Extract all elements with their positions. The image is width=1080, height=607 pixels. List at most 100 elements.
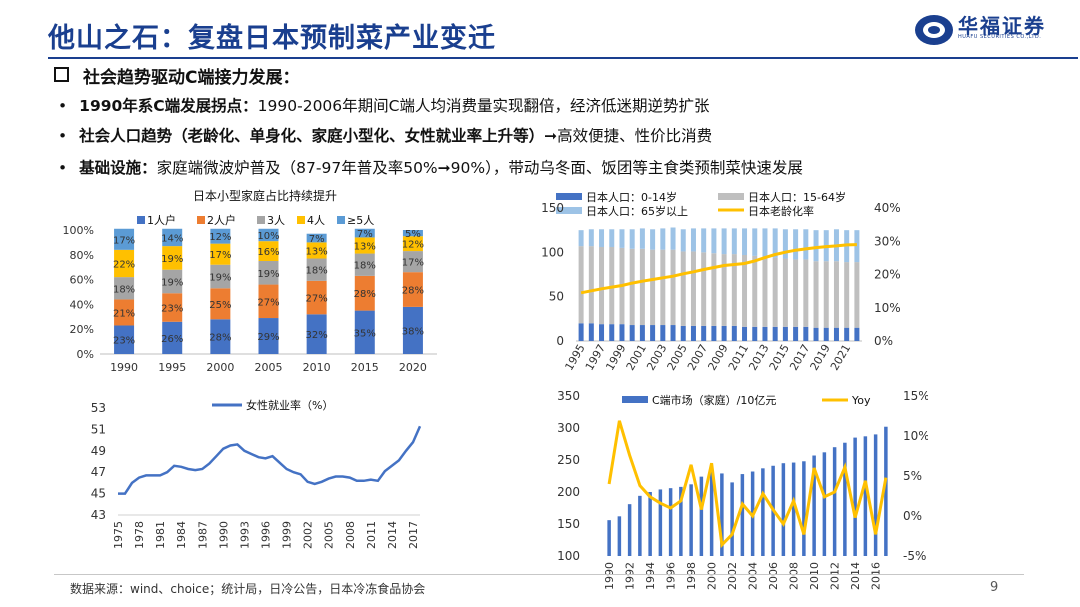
y-tick-label: 0%	[77, 348, 94, 361]
data-label: 19%	[257, 269, 279, 280]
data-label: 14%	[161, 233, 183, 244]
bar-segment	[599, 247, 605, 325]
bullet-dot-icon: •	[58, 97, 68, 115]
bar-segment	[813, 327, 819, 341]
x-tick-label: 1994	[644, 562, 657, 590]
bullet-3-bold: 基础设施：	[79, 159, 157, 177]
data-label: 27%	[257, 297, 279, 308]
bar-segment	[823, 261, 829, 328]
bullet-2: • 社会人口趋势（老龄化、单身化、家庭小型化、女性就业率上升等）➞高效便捷、性价比…	[58, 124, 712, 146]
data-label: 10%	[257, 231, 279, 242]
x-tick-label: 2006	[767, 562, 780, 590]
legend-swatch	[137, 216, 145, 224]
bar-segment	[762, 256, 768, 327]
bar-segment	[833, 327, 839, 341]
data-label: 17%	[209, 250, 231, 261]
x-tick-label: 2017	[787, 342, 812, 373]
legend-label: 3人	[267, 214, 285, 227]
bullet-1: • 1990年系C端发展拐点：1990-2006年期间C端人均消费量实现翻倍，经济…	[58, 94, 709, 116]
x-tick-label: 2005	[665, 342, 690, 373]
x-tick-label: 1978	[133, 521, 146, 549]
data-label: 7%	[309, 234, 325, 245]
market-bar	[843, 442, 847, 556]
x-tick-label: 2008	[344, 521, 357, 549]
market-bar	[863, 436, 868, 556]
market-bar	[638, 495, 642, 556]
x-tick-label: 1992	[624, 562, 637, 590]
x-tick-label: 1996	[259, 521, 272, 549]
x-tick-label: 1990	[110, 361, 138, 374]
market-bar	[648, 492, 652, 556]
bar-segment	[162, 321, 183, 354]
bar-segment	[690, 251, 696, 326]
chart-title: 日本小型家庭占比持续提升	[193, 188, 337, 203]
legend-label: 1人户	[147, 213, 176, 227]
y-tick-label: 100	[541, 245, 564, 259]
bar-segment	[354, 310, 375, 354]
market-bar	[781, 463, 786, 556]
x-tick-label: 2020	[399, 361, 427, 374]
market-bar	[658, 489, 663, 556]
y2-tick-label: -5%	[903, 549, 926, 563]
data-label: 28%	[209, 333, 231, 344]
bullet-dot-icon: •	[58, 127, 68, 145]
x-tick-label: 2005	[255, 361, 283, 374]
bar-segment	[650, 325, 656, 341]
x-tick-label: 2015	[351, 361, 379, 374]
legend-swatch	[556, 193, 582, 200]
legend-swatch	[622, 396, 648, 403]
bar-segment	[162, 293, 183, 322]
bar-segment	[803, 229, 809, 260]
market-bar	[740, 474, 745, 556]
market-bar	[761, 468, 765, 556]
bar-segment	[721, 254, 727, 326]
bar-segment	[162, 246, 183, 270]
bar-segment	[639, 248, 645, 326]
data-label: 28%	[354, 289, 376, 300]
x-tick-label: 2012	[829, 562, 842, 590]
footer-rule	[54, 574, 1024, 575]
bar-segment	[629, 325, 635, 341]
x-tick-label: 2008	[788, 562, 801, 590]
bar-segment	[731, 228, 737, 255]
y-tick-label: 50	[549, 290, 564, 304]
bar-segment	[402, 272, 423, 307]
market-bar	[689, 484, 693, 556]
bar-segment	[762, 326, 768, 341]
legend-swatch	[197, 216, 205, 224]
market-bar	[812, 455, 816, 556]
bar-segment	[609, 247, 615, 325]
data-label: 13%	[354, 242, 376, 253]
legend-label: 日本人口：65岁以上	[586, 204, 688, 218]
x-tick-label: 1987	[196, 521, 209, 549]
page-title: 他山之石：复盘日本预制菜产业变迁	[48, 23, 496, 54]
bar-segment	[629, 229, 635, 249]
legend-swatch	[718, 193, 744, 200]
logo-subtitle: HUAFU SECURITIES CO.,LTD.	[958, 34, 1042, 40]
bar-segment	[629, 248, 635, 326]
legend-swatch	[257, 216, 265, 224]
y-tick-label: 43	[91, 508, 106, 522]
bar-segment	[588, 323, 594, 341]
bar-segment	[306, 314, 327, 354]
y-tick-label: 20%	[70, 323, 94, 336]
consumer-market-chart: C端市场（家庭）/10亿元 Yoy 100 150 200 250 300 350 -5% 0% 5…	[557, 389, 928, 590]
bar-segment	[114, 228, 135, 250]
bar-segment	[578, 230, 584, 247]
bar-segment	[210, 264, 231, 289]
data-label: 22%	[113, 259, 135, 270]
market-bar	[730, 482, 734, 556]
x-tick-label: 1984	[175, 521, 188, 549]
bar-segment	[701, 228, 707, 253]
data-label: 16%	[257, 247, 279, 258]
x-tick-label: 1981	[154, 521, 167, 549]
bar-segment	[588, 246, 594, 324]
household-size-chart: 日本小型家庭占比持续提升 1人户 2人户 3人 4人 ≥5人 0% 20% 40% 60% 80% 1…	[63, 188, 437, 374]
section-heading: 社会趋势驱动C端接力发展：	[54, 63, 299, 88]
x-tick-label: 1997	[583, 342, 608, 373]
y-tick-label: 49	[91, 444, 106, 458]
bar-segment	[619, 324, 625, 341]
bar-segment	[793, 326, 799, 341]
x-tick-label: 2013	[746, 342, 771, 373]
legend-swatch	[297, 216, 305, 224]
